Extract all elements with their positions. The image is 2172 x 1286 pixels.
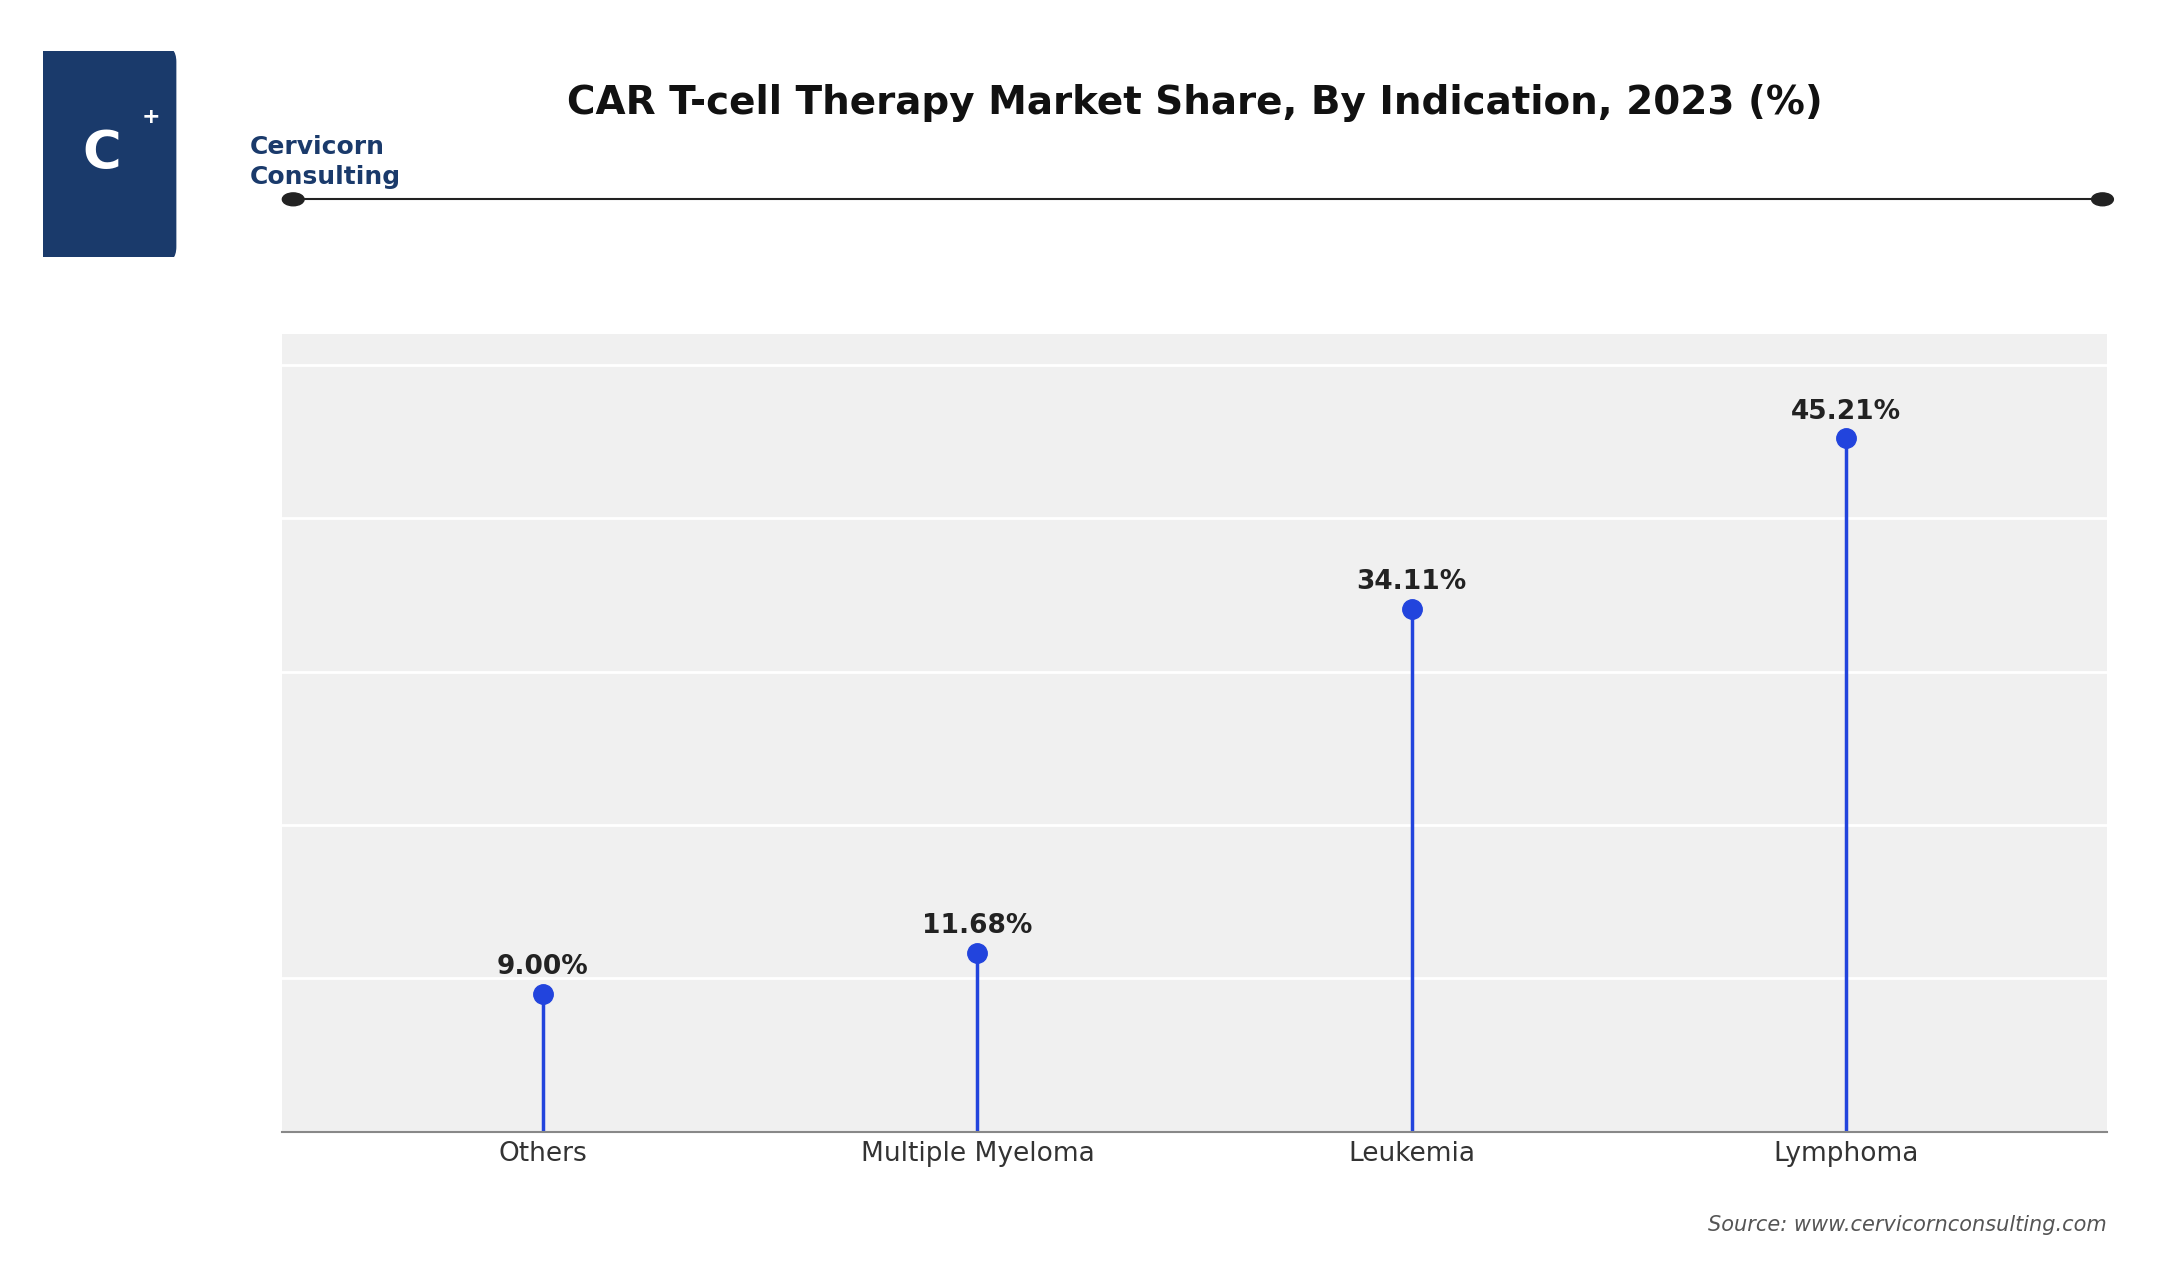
Text: C: C xyxy=(83,129,122,180)
Text: Source: www.cervicornconsulting.com: Source: www.cervicornconsulting.com xyxy=(1707,1214,2107,1235)
Text: 11.68%: 11.68% xyxy=(923,913,1032,939)
Text: Cervicorn
Consulting: Cervicorn Consulting xyxy=(250,135,402,189)
Text: 9.00%: 9.00% xyxy=(497,954,589,980)
Text: CAR T-cell Therapy Market Share, By Indication, 2023 (%): CAR T-cell Therapy Market Share, By Indi… xyxy=(567,84,1822,122)
Text: 34.11%: 34.11% xyxy=(1358,568,1466,595)
FancyBboxPatch shape xyxy=(37,45,176,264)
Text: +: + xyxy=(141,107,161,127)
Text: 45.21%: 45.21% xyxy=(1792,399,1900,424)
